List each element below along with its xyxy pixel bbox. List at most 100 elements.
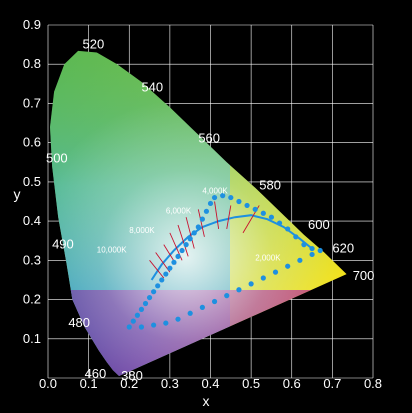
cct-label: 6,000K: [166, 206, 192, 215]
gamut-point: [134, 312, 140, 318]
x-tick-label: 0.7: [323, 376, 341, 391]
gamut-point: [142, 300, 149, 307]
isotherm-line: [226, 205, 232, 230]
y-tick-label: 0.5: [23, 174, 41, 189]
gamut-point: [163, 271, 169, 277]
wavelength-label: 500: [46, 150, 68, 165]
gamut-point: [211, 194, 218, 201]
wavelength-label: 600: [308, 217, 330, 232]
cct-label: 4,000K: [202, 187, 228, 196]
gamut-point: [276, 220, 283, 226]
x-tick-label: 0.1: [80, 376, 98, 391]
gamut-point: [309, 251, 315, 258]
tick-labels: 0.0 0.1 0.2 0.3 0.4 0.5 0.6 0.7 0.8 0.1 0.2 0.3 0.4 0…: [23, 17, 382, 391]
gamut-point: [272, 269, 279, 275]
gamut-point: [151, 289, 157, 295]
gamut-point: [199, 216, 205, 222]
y-tick-label: 0.9: [23, 17, 41, 32]
gamut-point: [183, 242, 189, 248]
gamut-point: [248, 281, 254, 287]
gamut-point: [187, 310, 193, 316]
gamut-point: [252, 206, 258, 212]
gamut-point: [203, 208, 210, 214]
wavelength-label: 620: [332, 240, 354, 255]
gamut-point: [163, 320, 169, 326]
gamut-point: [175, 316, 181, 322]
wavelength-label: 580: [259, 178, 281, 193]
gamut-point: [301, 242, 307, 248]
isotherm-line: [214, 201, 220, 230]
gamut-point: [138, 306, 145, 312]
isotherm-line: [149, 260, 165, 279]
y-tick-label: 0.1: [23, 331, 41, 346]
gamut-point: [260, 210, 266, 216]
gamut-point: [236, 198, 242, 205]
x-tick-label: 0.4: [201, 376, 219, 391]
isotherm-lines: [149, 201, 260, 279]
gamut-point: [297, 257, 303, 263]
x-tick-label: 0.6: [283, 376, 301, 391]
gamut-point: [151, 322, 157, 328]
gamut-point: [317, 247, 323, 254]
isotherm-line: [177, 224, 189, 257]
gamut-point: [285, 226, 291, 232]
wavelength-label: 520: [83, 37, 105, 52]
wavelength-label: 460: [85, 366, 107, 381]
x-axis-label: x: [203, 393, 210, 409]
wavelength-label: 700: [353, 268, 375, 283]
gamut-point: [260, 275, 266, 281]
gamut-point: [171, 259, 177, 265]
gamut-point: [126, 324, 132, 330]
gamut-point: [138, 324, 145, 330]
cct-labels: 10,000K 8,000K 6,000K 4,000K 2,000K: [97, 187, 281, 263]
x-tick-label: 0.5: [242, 376, 260, 391]
y-tick-label: 0.6: [23, 135, 41, 150]
x-tick-label: 0.2: [120, 376, 138, 391]
y-tick-label: 0.3: [23, 252, 41, 267]
gamut-point: [220, 193, 226, 199]
gamut-point: [195, 224, 201, 230]
y-tick-label: 0.7: [23, 95, 41, 110]
y-tick-label: 0.8: [23, 56, 41, 71]
gamut-points: [126, 193, 323, 330]
gamut-point: [175, 253, 181, 260]
x-tick-label: 0.3: [161, 376, 179, 391]
gamut-point: [268, 214, 275, 220]
wavelength-label: 490: [52, 237, 74, 252]
gamut-point: [179, 247, 185, 254]
y-tick-label: 0.2: [23, 292, 41, 307]
gamut-point: [191, 230, 197, 236]
gamut-point: [167, 265, 173, 271]
isotherm-line: [185, 217, 195, 249]
wavelength-label: 480: [68, 315, 90, 330]
x-tick-label: 0.0: [39, 376, 57, 391]
wavelength-label: 540: [141, 80, 163, 95]
gamut-point: [130, 318, 136, 324]
gamut-point: [211, 298, 218, 305]
gamut-point: [207, 200, 214, 207]
gamut-point: [285, 263, 291, 269]
gamut-point: [159, 277, 165, 283]
gamut-point: [155, 283, 161, 289]
gamut-point: [236, 287, 242, 293]
cct-label: 8,000K: [129, 226, 155, 235]
gamut-point: [224, 293, 230, 299]
gamut-point: [309, 245, 315, 252]
gamut-point: [293, 234, 299, 240]
wavelength-label: 560: [198, 131, 220, 146]
gamut-point: [199, 304, 205, 310]
gamut-point: [228, 194, 234, 201]
isotherm-line: [197, 209, 205, 237]
gamut-point: [244, 202, 250, 209]
gamut-point: [146, 294, 153, 301]
y-axis-label: y: [14, 186, 21, 202]
wavelength-label: 380: [121, 368, 143, 383]
x-tick-label: 0.8: [364, 376, 382, 391]
gamut-point: [187, 236, 193, 242]
y-tick-label: 0.4: [23, 213, 41, 228]
cct-label: 10,000K: [97, 245, 127, 254]
